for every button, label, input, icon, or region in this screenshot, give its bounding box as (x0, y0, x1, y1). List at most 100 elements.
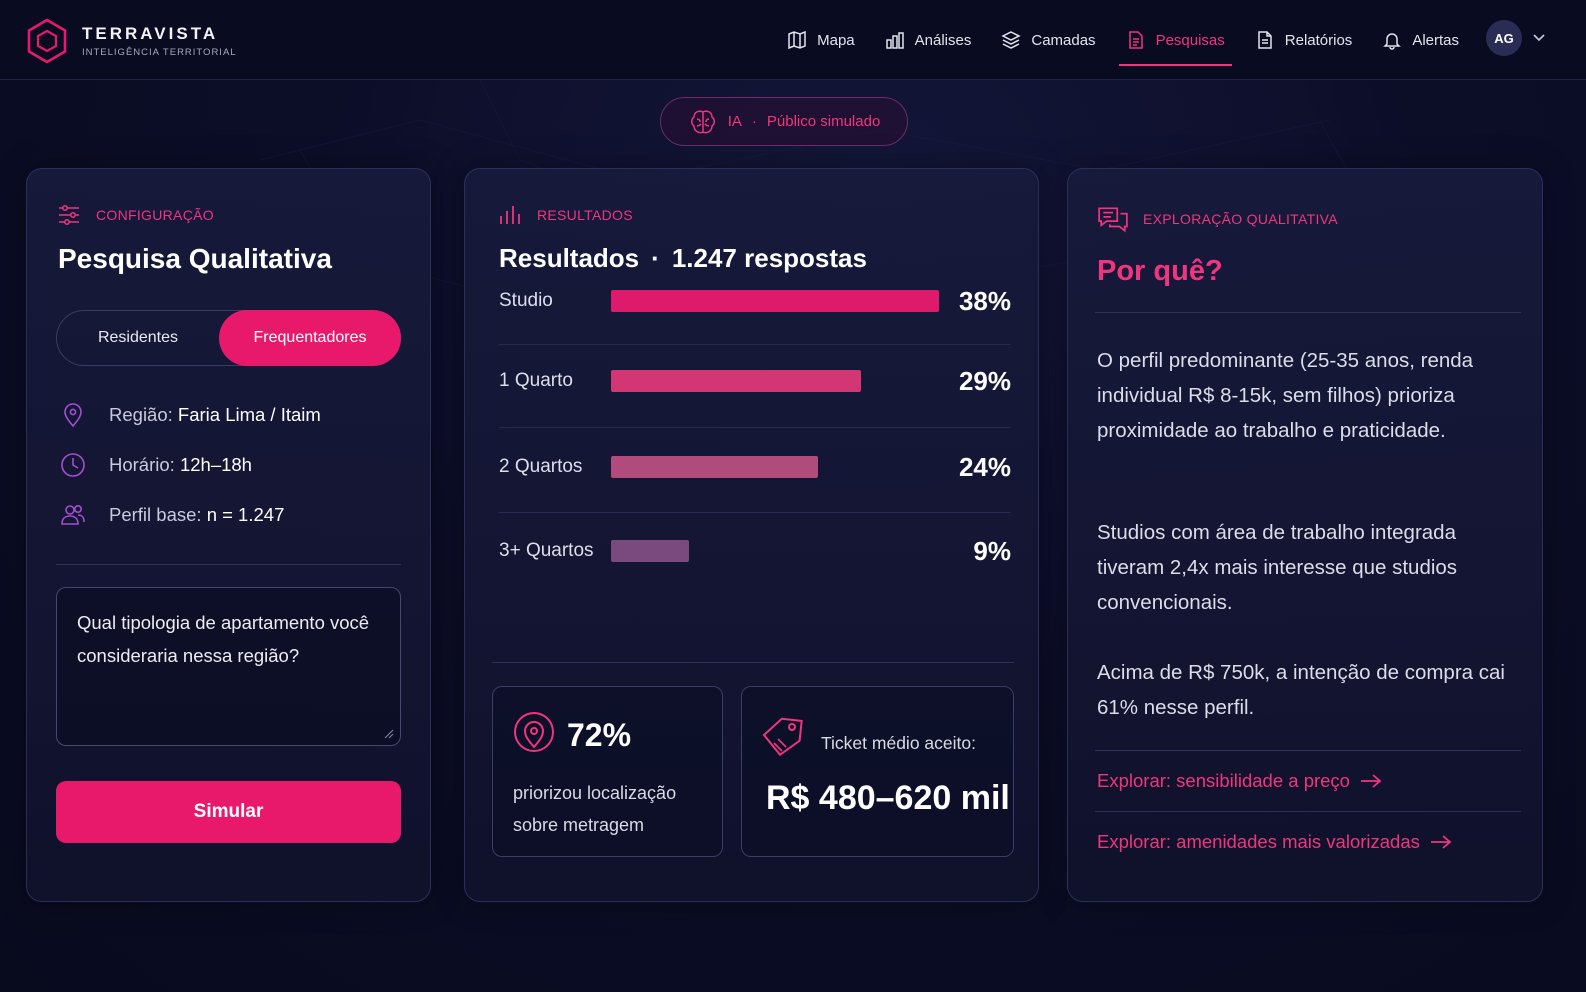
profile-label: Perfil base: (109, 504, 202, 525)
document-icon (1128, 31, 1143, 49)
divider (1095, 811, 1521, 812)
explore-amenities-link[interactable]: Explorar: amenidades mais valorizadas (1097, 831, 1452, 853)
map-icon (788, 30, 806, 50)
why-title: Por quê? (1097, 255, 1223, 287)
chevron-down-icon[interactable] (1532, 30, 1546, 44)
nav-item-alertas[interactable]: Alertas (1367, 0, 1474, 80)
bar-category-label: 2 Quartos (499, 456, 583, 477)
bar-separator (499, 427, 1011, 428)
nav-label: Pesquisas (1155, 31, 1225, 49)
nav-label: Análises (914, 31, 972, 49)
nav-item-camadas[interactable]: Camadas (986, 0, 1110, 80)
nav-label: Mapa (817, 31, 855, 49)
average-ticket-stat: Ticket médio aceito: R$ 480–620 mil (741, 686, 1014, 857)
bar-category-label: 3+ Quartos (499, 540, 594, 561)
ai-simulated-audience-badge: IA · Público simulado (660, 97, 908, 146)
configuration-card: CONFIGURAÇÃO Pesquisa Qualitativa Reside… (26, 168, 431, 902)
results-title: Resultados · 1.247 respostas (499, 243, 867, 274)
price-tag-icon (762, 717, 803, 757)
hours-value: 12h–18h (179, 454, 252, 475)
location-stat-line1: priorizou localização (513, 783, 677, 803)
brain-icon (690, 109, 715, 133)
brand-tagline: INTELIGÊNCIA TERRITORIAL (82, 47, 237, 58)
bar-fill (611, 290, 939, 312)
location-stat-value: 72% (567, 717, 632, 753)
bell-icon (1383, 33, 1402, 50)
bar-track (611, 290, 939, 312)
analytics-icon (885, 32, 904, 49)
ai-pill-text: Público simulado (766, 113, 881, 130)
location-stat-line2: sobre metragem (513, 815, 645, 835)
insight-paragraph: Acima de R$ 750k, a intenção de compra c… (1097, 661, 1505, 719)
ticket-value: R$ 480–620 mil (766, 779, 1010, 817)
user-avatar[interactable]: AG (1486, 20, 1522, 56)
region-label: Região: (109, 404, 173, 425)
bar-chart-icon (500, 206, 520, 224)
bar-track (611, 540, 939, 562)
bar-row: 1 Quarto 29% (499, 339, 1011, 423)
bar-row: 2 Quartos 24% (499, 425, 1011, 509)
nav-item-analises[interactable]: Análises (870, 0, 987, 80)
bar-category-label: 1 Quarto (499, 370, 573, 391)
bar-fill (611, 370, 862, 392)
nav-label: Alertas (1412, 31, 1459, 49)
segment-residentes[interactable]: Residentes (97, 329, 179, 346)
section-title: CONFIGURAÇÃO (96, 207, 214, 223)
report-icon (1258, 31, 1272, 49)
sliders-icon (59, 205, 79, 225)
bar-value-label: 9% (973, 535, 1011, 566)
bar-track (611, 456, 939, 478)
results-title-dot: · (651, 243, 660, 273)
brand-logo[interactable]: TERRAVISTA INTELIGÊNCIA TERRITORIAL (26, 18, 237, 64)
bar-separator (499, 344, 1011, 345)
results-section-label: RESULTADOS (497, 202, 633, 228)
clock-icon (61, 453, 85, 477)
divider (492, 662, 1014, 663)
arrow-right-icon (1430, 835, 1452, 849)
insight-paragraph: Studios com área de trabalho integrada t… (1097, 521, 1458, 614)
bar-separator (499, 512, 1011, 513)
location-priority-stat: 72% priorizou localização sobre metragem (492, 686, 723, 857)
arrow-right-icon (1360, 774, 1382, 788)
question-textarea[interactable]: Qual tipologia de apartamento você consi… (56, 587, 401, 746)
divider (1095, 750, 1521, 751)
nav-item-relatorios[interactable]: Relatórios (1240, 0, 1368, 80)
audience-segmented-control: Residentes Frequentadores (56, 310, 401, 366)
location-pin-icon (514, 712, 554, 752)
bar-fill (611, 540, 689, 562)
ticket-label: Ticket médio aceito: (821, 733, 976, 753)
insight-paragraph: O perfil predominante (25-35 anos, renda… (1097, 349, 1474, 442)
results-count: 1.247 respostas (671, 243, 867, 273)
bar-value-label: 38% (958, 285, 1011, 316)
hours-row: Horário: 12h–18h (59, 451, 252, 479)
main-nav: Mapa Análises Camadas Pesquisas Relatóri… (772, 0, 1474, 80)
results-title-text: Resultados (499, 243, 640, 273)
top-header: TERRAVISTA INTELIGÊNCIA TERRITORIAL Mapa… (0, 0, 1586, 80)
segment-frequentadores[interactable]: Frequentadores (219, 310, 401, 366)
qualitative-section-label: EXPLORAÇÃO QUALITATIVA (1097, 205, 1338, 233)
ai-pill-separator: · (751, 113, 757, 130)
nav-label: Camadas (1031, 31, 1096, 49)
resize-handle-icon[interactable] (382, 727, 394, 739)
nav-item-mapa[interactable]: Mapa (772, 0, 870, 80)
hexagon-logo-icon (27, 18, 67, 64)
section-title: EXPLORAÇÃO QUALITATIVA (1143, 211, 1338, 227)
users-icon (61, 505, 85, 525)
bar-value-label: 29% (958, 365, 1011, 396)
section-title: RESULTADOS (537, 207, 633, 223)
page-title: Pesquisa Qualitativa (58, 243, 332, 274)
nav-item-pesquisas[interactable]: Pesquisas (1111, 0, 1240, 80)
qualitative-card: EXPLORAÇÃO QUALITATIVA Por quê? O perfil… (1067, 168, 1543, 902)
link-label: Explorar: sensibilidade a preço (1097, 770, 1350, 791)
question-text: Qual tipologia de apartamento você consi… (77, 612, 370, 666)
simulate-button[interactable]: Simular (56, 781, 401, 843)
region-value: Faria Lima / Itaim (177, 404, 321, 425)
region-row: Região: Faria Lima / Itaim (59, 401, 321, 429)
location-pin-icon (64, 403, 82, 428)
bar-row: Studio 38% (499, 259, 1011, 343)
explore-price-sensitivity-link[interactable]: Explorar: sensibilidade a preço (1097, 770, 1382, 792)
link-label: Explorar: amenidades mais valorizadas (1097, 831, 1420, 852)
results-card: RESULTADOS Resultados · 1.247 respostas … (464, 168, 1039, 902)
brand-name: TERRAVISTA (82, 24, 219, 43)
config-section-label: CONFIGURAÇÃO (56, 202, 214, 228)
